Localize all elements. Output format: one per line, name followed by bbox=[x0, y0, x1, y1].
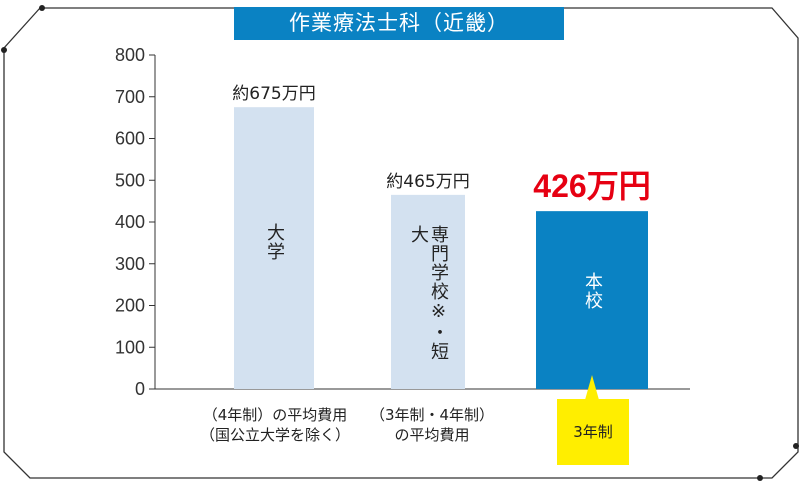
category-label-university: （4年制）の平均費用 （国公立大学を除く） bbox=[180, 405, 370, 445]
chart-title: 作業療法士科（近畿） bbox=[234, 7, 564, 40]
category-label-line: の平均費用 bbox=[394, 426, 470, 444]
y-tick-label: 300 bbox=[115, 254, 145, 274]
y-tick-label: 100 bbox=[115, 337, 145, 357]
bar-inner-label: 本校 bbox=[542, 272, 642, 310]
bar bbox=[536, 211, 648, 389]
y-tick-label: 400 bbox=[115, 212, 145, 232]
bar-value-label: 約465万円 bbox=[386, 172, 469, 192]
callout-label: 3年制 bbox=[557, 399, 629, 465]
bar-inner-label: 専門学校※・短大 bbox=[396, 225, 460, 375]
bar-inner-label-text: 本校 bbox=[582, 272, 603, 310]
bar-value-label: 426万円 bbox=[533, 168, 650, 204]
bar-inner-label: 大学 bbox=[244, 223, 304, 261]
y-tick-label: 600 bbox=[115, 129, 145, 149]
y-tick-label: 0 bbox=[135, 379, 145, 399]
y-tick-label: 800 bbox=[115, 45, 145, 65]
category-label-line: （3年制・4年制） bbox=[369, 406, 495, 424]
category-label-line: （4年制）の平均費用 bbox=[202, 406, 348, 424]
callout-pointer bbox=[585, 375, 599, 400]
bar-value-label: 約675万円 bbox=[232, 84, 315, 104]
y-tick-label: 200 bbox=[115, 296, 145, 316]
y-tick-label: 500 bbox=[115, 170, 145, 190]
category-label-line: （国公立大学を除く） bbox=[199, 426, 350, 444]
bar bbox=[234, 107, 314, 389]
category-label-vocational: （3年制・4年制） の平均費用 bbox=[357, 405, 507, 445]
bar bbox=[391, 194, 465, 389]
bar-inner-label-text: 専門学校※・短大 bbox=[408, 225, 449, 361]
y-tick-label: 700 bbox=[115, 87, 145, 107]
bar-inner-label-text: 大学 bbox=[264, 223, 285, 261]
